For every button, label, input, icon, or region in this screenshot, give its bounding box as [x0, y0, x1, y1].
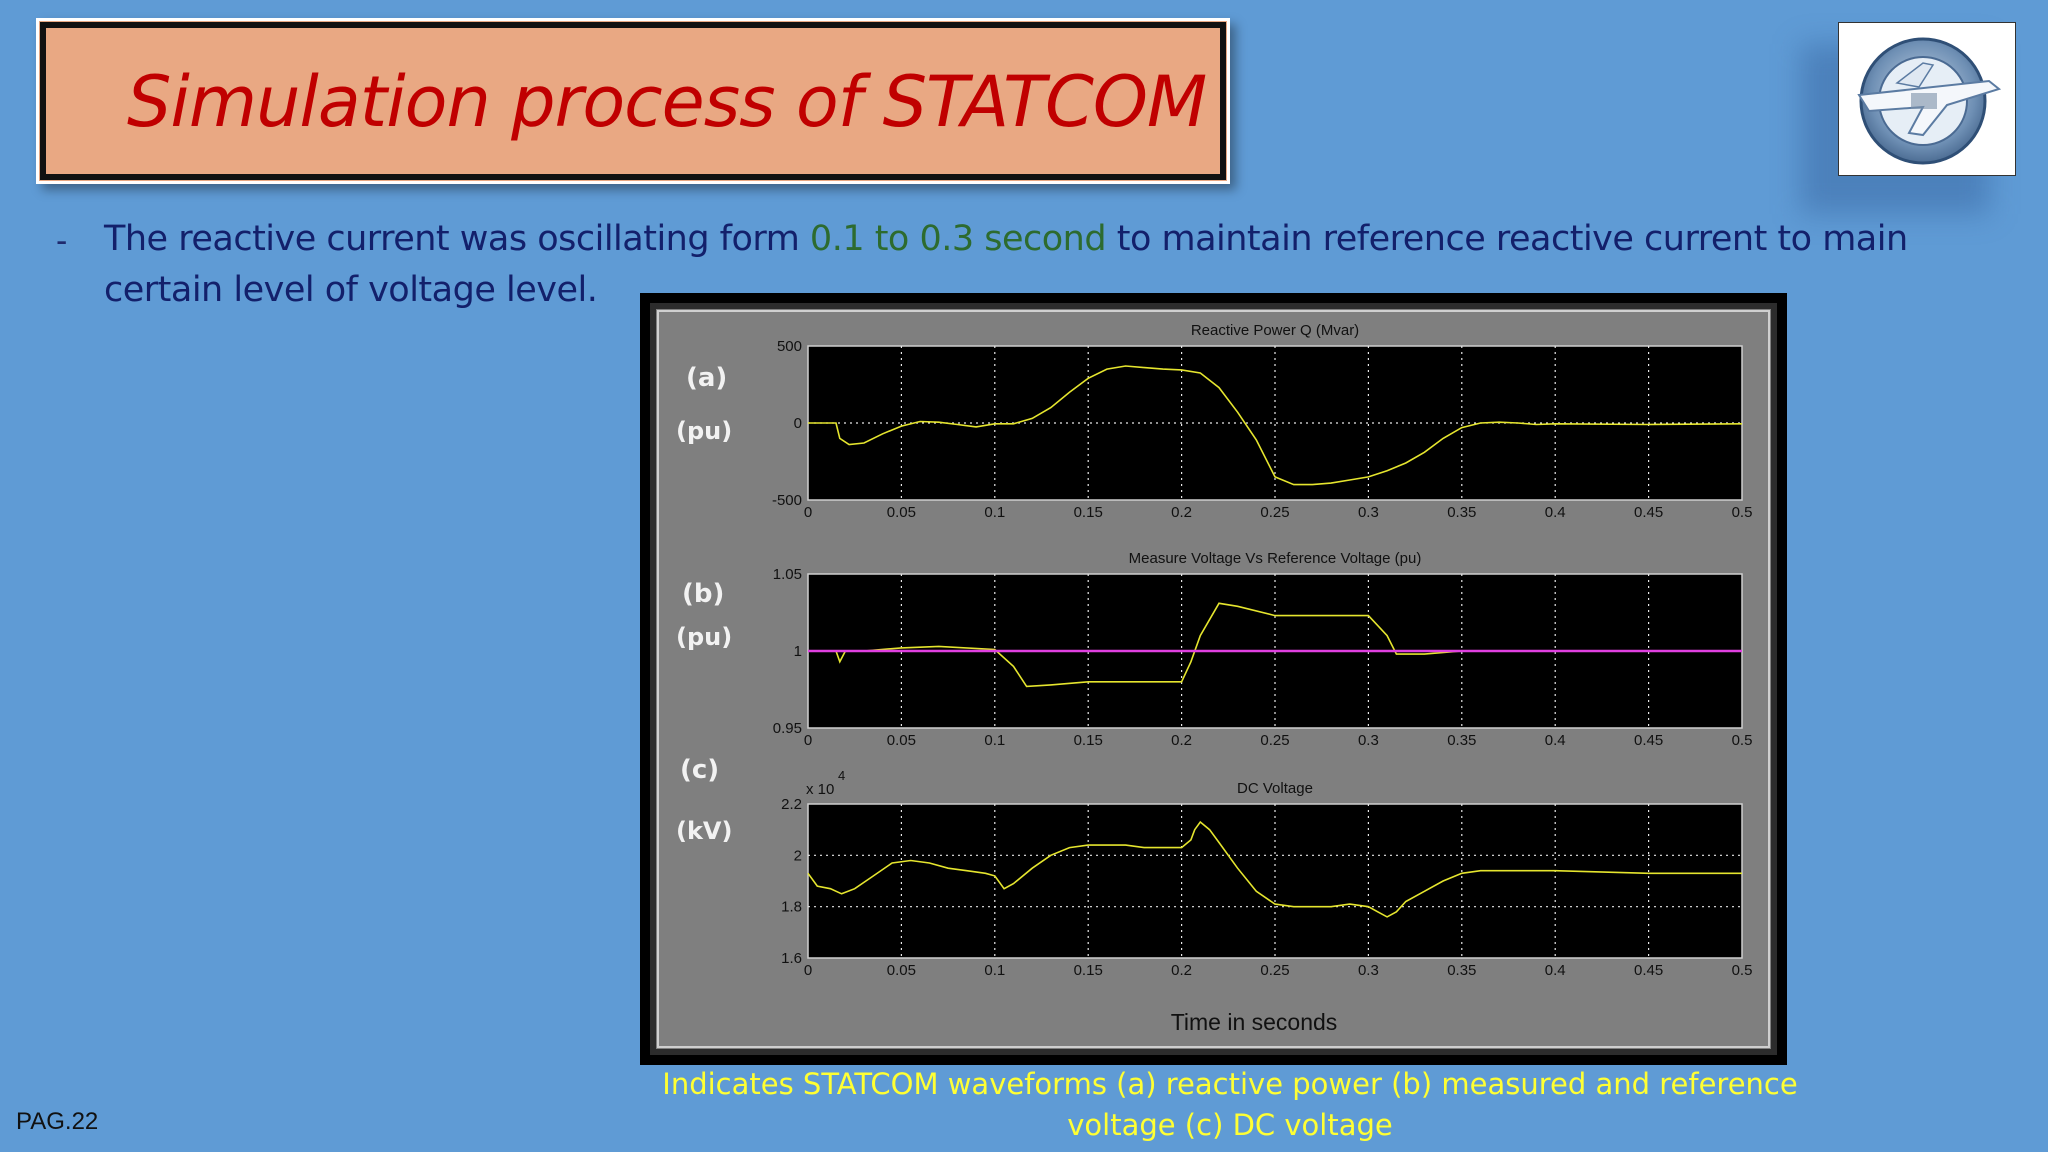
x-tick-label: 0.25 [1260, 962, 1289, 979]
x-tick-label: 0.1 [984, 732, 1005, 749]
figure-frame: (a) (pu) (b) (pu) (c) (kV) 0 0.05 0.1 0.15 0… [640, 293, 1787, 1065]
y-tick-label: 500 [777, 338, 802, 355]
bullet-part2: to maintain reference reactive current t… [104, 219, 1908, 310]
x-tick-label: 0.05 [887, 732, 916, 749]
x-tick-label: 0.1 [984, 962, 1005, 979]
x-tick-label: 0.4 [1545, 732, 1566, 749]
x-tick-label: 0.3 [1358, 504, 1379, 521]
plot-title: Reactive Power Q (Mvar) [1191, 322, 1359, 339]
x-tick-label: 0.5 [1732, 504, 1753, 521]
plot-area [807, 803, 1743, 959]
y-tick-label: 1.05 [773, 566, 802, 583]
label-c: (c) [680, 755, 720, 785]
x-tick-label: 0.45 [1634, 504, 1663, 521]
x-tick-label: 0.2 [1171, 732, 1192, 749]
label-b: (b) [682, 579, 725, 609]
x-tick-label: 0.35 [1447, 504, 1476, 521]
signal-trace [808, 365, 1743, 486]
x-tick-label: 0.1 [984, 504, 1005, 521]
y-tick-label: 0.95 [773, 720, 802, 737]
x-tick-label: 0.15 [1074, 504, 1103, 521]
plot-title: DC Voltage [1237, 780, 1313, 797]
unit-b: (pu) [676, 623, 733, 651]
x-tick-label: 0.2 [1171, 962, 1192, 979]
y-tick-label: 1.8 [781, 899, 802, 916]
x-tick-label: 0.3 [1358, 732, 1379, 749]
x-tick-label: 0.35 [1447, 732, 1476, 749]
x-tick-label: 0.25 [1260, 504, 1289, 521]
waveform-plots: 0 0.05 0.1 0.15 0.2 0.25 0.3 0.35 0.4 0.45 0.5 500 0… [772, 322, 1753, 1035]
bullet-dash: - [56, 222, 68, 260]
x-tick-label: 0.05 [887, 504, 916, 521]
exponent-label: x 10 [806, 781, 834, 798]
x-tick-label: 0.5 [1732, 732, 1753, 749]
y-tick-label: 1 [794, 643, 802, 660]
unit-c: (kV) [676, 817, 733, 845]
page-number: PAG.22 [16, 1108, 99, 1135]
x-tick-label: 0.15 [1074, 732, 1103, 749]
logo-box [1838, 22, 2016, 176]
x-tick-label: 0.15 [1074, 962, 1103, 979]
y-tick-label: 0 [794, 415, 802, 432]
x-tick-label: 0 [804, 962, 812, 979]
x-tick-label: 0.45 [1634, 962, 1663, 979]
bullet-highlight: 0.1 to 0.3 second [809, 219, 1107, 259]
x-tick-label: 0.25 [1260, 732, 1289, 749]
y-tick-label: 2.2 [781, 796, 802, 813]
figure-panel: (a) (pu) (b) (pu) (c) (kV) 0 0.05 0.1 0.15 0… [650, 303, 1777, 1055]
university-seal-icon [1857, 37, 2002, 165]
x-tick-label: 0.2 [1171, 504, 1192, 521]
slide-title: Simulation process of STATCOM [127, 61, 1207, 143]
title-box: Simulation process of STATCOM [36, 18, 1230, 184]
x-tick-label: 0 [804, 504, 812, 521]
signal-trace [807, 820, 1742, 918]
x-tick-label: 0.35 [1447, 962, 1476, 979]
y-tick-label: 1.6 [781, 950, 802, 967]
x-tick-label: 0.5 [1732, 962, 1753, 979]
label-a: (a) [686, 363, 728, 393]
x-tick-label: 0.4 [1545, 962, 1566, 979]
x-tick-label: 0.45 [1634, 732, 1663, 749]
bullet-part1: The reactive current was oscillating for… [104, 219, 810, 259]
x-tick-label: 0.4 [1545, 504, 1566, 521]
unit-a: (pu) [676, 417, 733, 445]
exponent-power: 4 [838, 768, 845, 783]
y-tick-label: -500 [772, 492, 802, 509]
bullet-text: The reactive current was oscillating for… [104, 214, 1984, 316]
figure-caption: Indicates STATCOM waveforms (a) reactive… [662, 1067, 1798, 1142]
plot-title: Measure Voltage Vs Reference Voltage (pu… [1129, 550, 1422, 567]
x-axis-label: Time in seconds [1171, 1009, 1338, 1035]
x-tick-label: 0 [804, 732, 812, 749]
y-tick-label: 2 [794, 847, 802, 864]
x-tick-label: 0.05 [887, 962, 916, 979]
x-tick-label: 0.3 [1358, 962, 1379, 979]
